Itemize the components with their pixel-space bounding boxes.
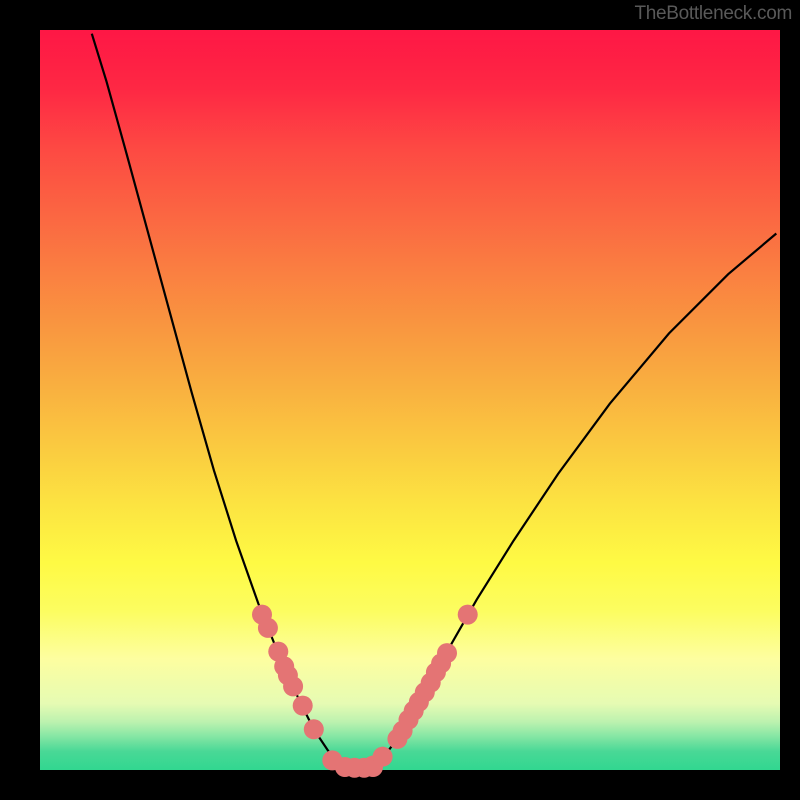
data-marker: [304, 719, 324, 739]
data-marker: [293, 696, 313, 716]
data-marker: [258, 618, 278, 638]
plot-gradient: [40, 30, 780, 770]
watermark-label: TheBottleneck.com: [634, 3, 792, 25]
chart-svg: [0, 0, 800, 800]
data-marker: [322, 750, 342, 770]
data-marker: [373, 747, 393, 767]
data-marker: [458, 605, 478, 625]
data-marker: [437, 643, 457, 663]
chart-container: TheBottleneck.com: [0, 0, 800, 800]
data-marker: [283, 676, 303, 696]
